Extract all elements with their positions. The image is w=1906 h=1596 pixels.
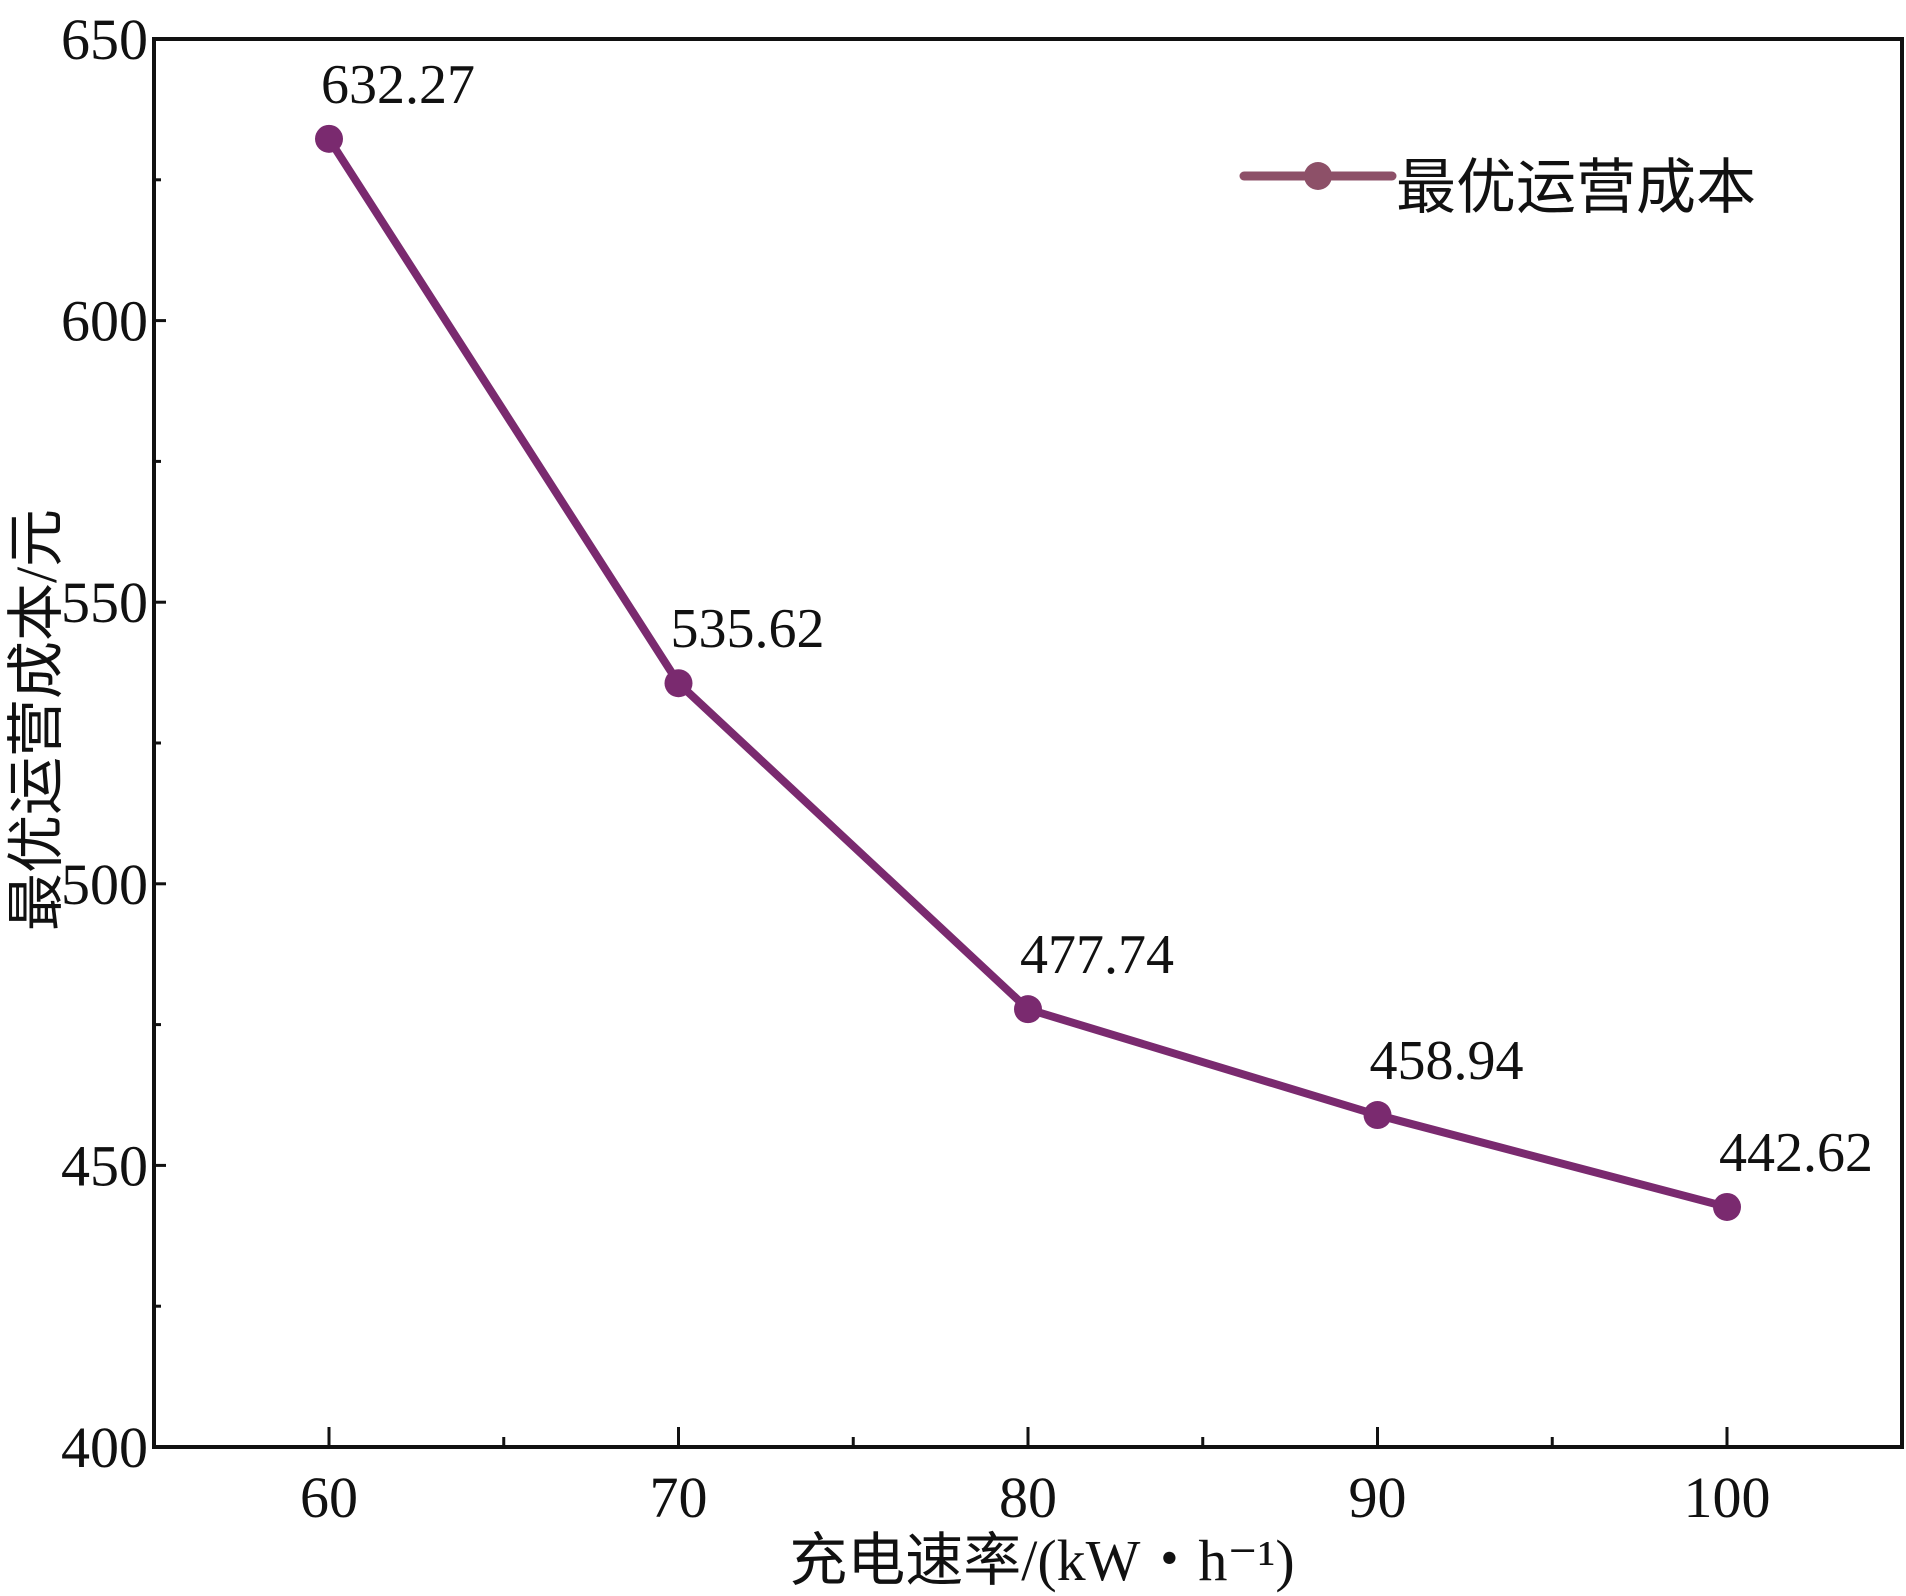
data-point <box>1014 995 1042 1024</box>
legend: 最优运营成本 <box>1239 155 1756 221</box>
x-tick-label: 60 <box>300 1465 358 1530</box>
y-axis-label: 最优运营成本/元 <box>4 509 69 931</box>
y-tick-label: 550 <box>61 570 148 635</box>
data-label: 632.27 <box>321 54 475 116</box>
data-point <box>1713 1192 1741 1221</box>
legend-marker <box>1304 162 1332 190</box>
data-label: 535.62 <box>671 598 825 660</box>
x-tick-label: 90 <box>1349 1465 1407 1530</box>
data-label: 477.74 <box>1020 924 1174 986</box>
legend-label: 最优运营成本 <box>1396 155 1756 221</box>
data-label: 442.62 <box>1719 1122 1873 1184</box>
y-tick-label: 650 <box>61 7 148 72</box>
y-tick-label: 450 <box>61 1133 148 1198</box>
x-tick-label: 70 <box>650 1465 708 1530</box>
data-label: 458.94 <box>1370 1030 1524 1092</box>
axes <box>152 37 1904 1449</box>
x-axis-label: 充电速率/(kW・h⁻¹) <box>789 1528 1295 1593</box>
x-tick-label: 80 <box>999 1465 1057 1530</box>
y-tick-label: 400 <box>61 1415 148 1480</box>
data-point <box>1363 1101 1392 1130</box>
y-tick-label: 600 <box>61 289 148 354</box>
y-tick-label: 500 <box>61 852 148 917</box>
data-point <box>664 669 693 698</box>
plot-frame <box>152 37 1904 1449</box>
x-tick-label: 100 <box>1684 1465 1771 1530</box>
series: 632.27 535.62 477.74 458.94 442.62 <box>315 54 1873 1221</box>
ticks: 400 450 500 550 600 650 60 70 80 90 100 <box>61 7 1771 1530</box>
data-point <box>315 124 343 153</box>
